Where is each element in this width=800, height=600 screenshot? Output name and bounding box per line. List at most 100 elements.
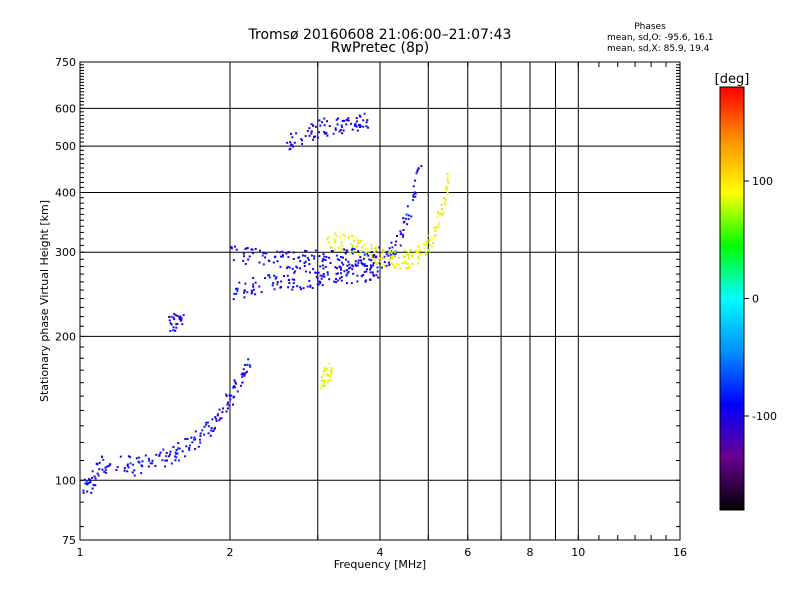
data-point [446,191,449,194]
data-point [391,257,393,260]
data-point [425,240,428,243]
data-point [344,258,347,261]
data-point [326,134,329,137]
data-point [388,263,391,266]
data-point [205,421,208,424]
y-tick-label: 400 [55,186,76,199]
data-point [312,124,315,127]
data-point [267,259,270,262]
data-point [194,430,197,433]
data-point [313,255,316,258]
data-point [341,247,344,250]
data-point [391,250,394,253]
data-point [248,255,251,258]
data-point [290,132,292,135]
data-point [101,455,104,458]
data-point [346,249,349,252]
data-point [417,257,420,260]
data-point [296,285,299,288]
data-point [226,407,229,410]
data-point [261,254,264,257]
data-point [231,247,233,250]
data-point [330,367,333,369]
data-point [305,250,308,253]
data-point [292,251,295,254]
data-point [318,131,321,134]
data-point [406,267,409,269]
data-point [326,237,329,240]
data-point [194,448,197,450]
data-point [126,463,129,466]
data-point [385,250,388,253]
data-point [389,249,392,252]
data-point [413,192,416,195]
data-point [446,179,449,182]
data-point [178,447,181,450]
data-point [374,247,377,250]
data-point [375,274,378,277]
data-point [287,265,289,268]
data-point [402,217,405,220]
data-point [225,394,228,397]
data-point [368,278,371,281]
data-point [343,270,346,273]
data-point [319,124,322,127]
data-point [170,323,173,326]
data-point [193,436,196,439]
data-point [381,266,383,269]
data-point [340,248,343,251]
data-point [409,248,412,251]
y-tick-label: 600 [55,102,76,115]
data-point [291,144,294,147]
data-point [276,281,279,284]
data-point [346,282,348,285]
data-point [400,232,403,235]
data-point [219,417,222,420]
data-point [314,125,317,128]
data-point [178,315,181,318]
data-point [259,249,261,252]
colorbar-tick-label: 0 [752,293,759,306]
data-point [415,251,418,253]
data-point [369,271,372,274]
data-point [355,264,357,267]
data-point [129,456,132,459]
data-point [354,122,357,125]
data-point [180,317,183,320]
data-point [189,444,191,447]
data-point [90,491,93,494]
data-point [234,381,237,384]
data-point [169,322,172,325]
data-point [188,447,191,449]
data-point [428,250,431,253]
data-point [173,318,176,321]
data-point [293,271,296,274]
data-point [420,253,423,256]
data-point [340,276,343,278]
data-point [299,260,302,262]
data-point [411,262,414,265]
data-point [403,256,406,259]
data-point [133,469,136,472]
data-point [323,384,326,387]
data-point [339,129,342,131]
data-point [395,240,398,243]
data-point [236,390,239,393]
data-point [363,257,366,260]
data-point [82,489,85,492]
data-point [368,258,371,261]
data-point [164,465,167,468]
data-point [339,266,342,269]
data-point [168,455,170,458]
data-point [104,466,107,469]
data-point [281,253,284,256]
data-point [234,386,236,389]
data-point [321,275,324,278]
data-point [356,274,359,277]
data-point [363,256,366,259]
data-point [345,123,348,126]
data-point [300,288,303,291]
data-point [199,441,202,444]
data-point [89,481,92,484]
data-point [328,362,331,365]
